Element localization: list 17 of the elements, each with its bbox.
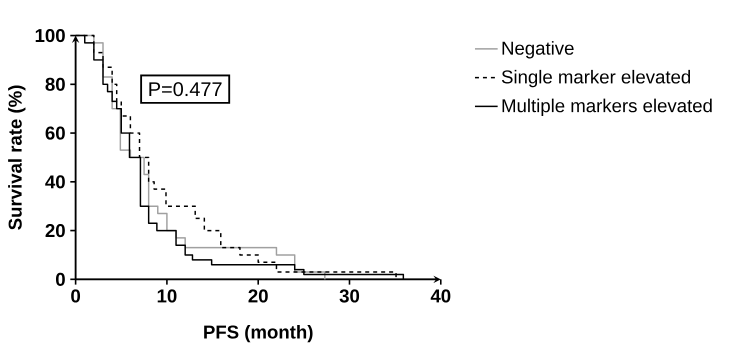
x-axis-title: PFS (month) [204,325,313,342]
y-tick-label: 80 [46,78,65,92]
x-tick-label: 40 [430,289,450,303]
annotation: P=0.477 [149,82,222,96]
x-tick-label: 20 [248,289,268,303]
y-tick-label: 20 [46,224,65,238]
y-tick-label: 100 [36,29,65,42]
legend-label: Single marker elevated [502,70,690,88]
y-tick-label: 60 [46,126,65,140]
y-axis-title: Survival rate (%) [8,86,26,230]
legend-label: Negative [502,41,574,59]
x-tick-label: 30 [340,289,360,303]
y-tick-label: 0 [56,272,65,286]
x-tick-label: 0 [71,289,80,303]
legend-label: Multiple markers elevated [502,98,712,116]
x-tick-label: 10 [158,289,176,303]
y-tick-label: 40 [45,175,65,189]
